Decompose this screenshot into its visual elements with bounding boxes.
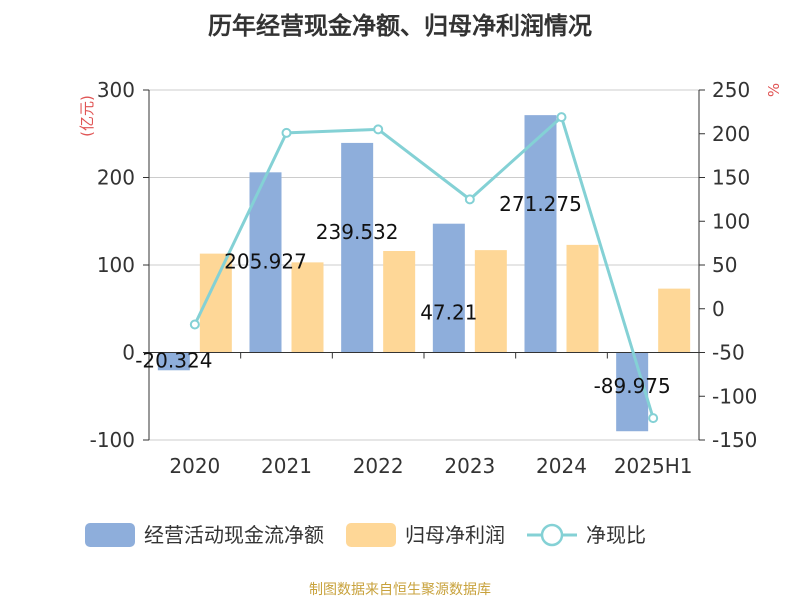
source-note: 制图数据来自恒生聚源数据库	[309, 582, 491, 598]
legend-label: 经营活动现金流净额	[144, 523, 324, 547]
bar-operating-cashflow	[341, 142, 374, 353]
x-tick-label: 2025H1	[614, 454, 693, 478]
x-tick-label: 2022	[353, 454, 404, 478]
legend-item[interactable]: 经营活动现金流净额	[85, 523, 324, 547]
y-right-tick-label: 100	[712, 209, 750, 233]
data-labels: -20.324 205.927 239.532 47.21 271.275 -89.975	[135, 192, 671, 398]
chart-title: 历年经营现金净额、归母净利润情况	[208, 12, 592, 40]
legend-swatch-marker	[540, 523, 564, 547]
ratio-line-path	[193, 115, 655, 419]
data-label: 239.532	[316, 220, 399, 244]
y-right-tick-label: 250	[712, 78, 750, 102]
y-left-tick-label: 200	[97, 166, 135, 190]
data-label: 47.21	[420, 301, 477, 325]
legend-label: 归母净利润	[405, 523, 505, 547]
x-tick-label: 2024	[536, 454, 587, 478]
ratio-point	[648, 413, 659, 424]
ratio-point	[189, 319, 200, 330]
data-label: -89.975	[594, 374, 671, 398]
legend-item[interactable]: 净现比	[527, 523, 646, 547]
ratio-point	[556, 112, 567, 123]
bars	[157, 115, 691, 432]
ratio-point	[281, 127, 292, 138]
data-label: 205.927	[224, 249, 307, 273]
ratio-point	[373, 124, 384, 135]
y-left-tick-label: 100	[97, 253, 135, 277]
legend[interactable]: 经营活动现金流净额 归母净利润 净现比	[85, 523, 646, 547]
y-left-tick-label: 0	[122, 341, 135, 365]
y-left-tick-label: 300	[97, 78, 135, 102]
x-tick-label: 2020	[169, 454, 220, 478]
y-right-unit: %	[765, 83, 783, 97]
legend-swatch	[346, 523, 396, 547]
y-right-tick-label: 200	[712, 122, 750, 146]
ratio-point	[464, 194, 475, 205]
legend-label: 净现比	[586, 523, 646, 547]
bar-net-profit	[474, 250, 507, 353]
y-right-tick-label: -100	[712, 384, 757, 408]
bar-net-profit	[658, 288, 691, 353]
data-label: -20.324	[135, 349, 212, 373]
x-tick-label: 2021	[261, 454, 312, 478]
y-right-tick-label: -50	[712, 341, 745, 365]
axes: 300 200 100 0 -100 250 200 150 100 50 0 -50 -100 -150…	[78, 78, 783, 478]
legend-swatch	[85, 523, 135, 547]
bar-operating-cashflow	[432, 223, 465, 353]
bar-net-profit	[383, 251, 416, 353]
y-right-tick-label: 150	[712, 166, 750, 190]
bar-net-profit	[566, 244, 599, 353]
y-left-unit: (亿元)	[78, 95, 96, 137]
y-right-tick-label: -150	[712, 428, 757, 452]
legend-item[interactable]: 归母净利润	[346, 523, 505, 547]
bar-operating-cashflow	[157, 352, 190, 371]
ratio-line	[189, 112, 659, 424]
y-left-tick-label: -100	[90, 428, 135, 452]
data-label: 271.275	[499, 192, 582, 216]
y-right-tick-label: 0	[712, 297, 725, 321]
x-tick-label: 2023	[444, 454, 495, 478]
bar-operating-cashflow	[616, 352, 649, 432]
bar-operating-cashflow	[524, 115, 557, 353]
y-right-tick-label: 50	[712, 253, 737, 277]
bar-net-profit	[291, 262, 324, 353]
